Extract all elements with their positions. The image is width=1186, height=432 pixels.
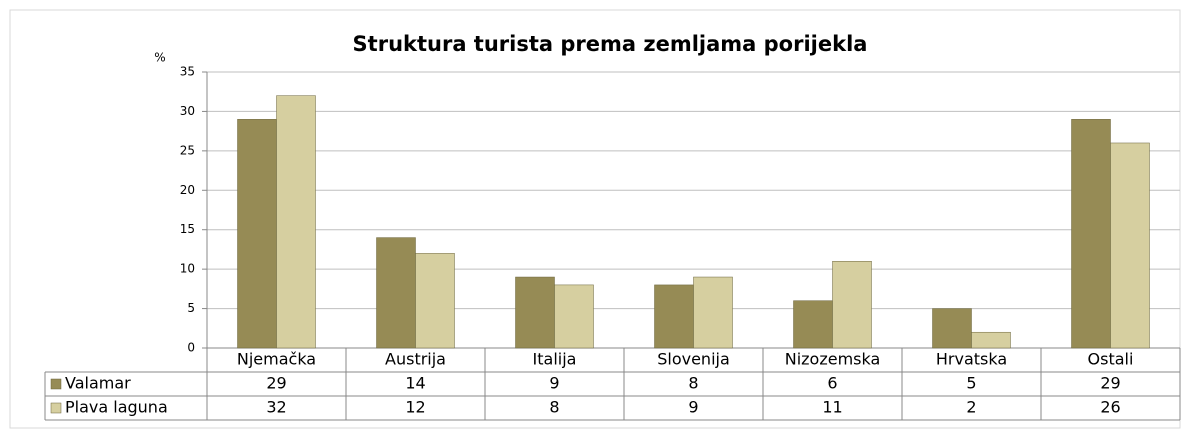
- table-value: 29: [266, 374, 286, 393]
- table-value: 32: [266, 398, 286, 417]
- x-tick-label: Italija: [533, 350, 577, 369]
- table-value: 29: [1100, 374, 1120, 393]
- y-tick-label: 5: [187, 301, 195, 315]
- bar: [554, 284, 594, 349]
- y-tick-label: 30: [180, 104, 195, 118]
- bar: [276, 95, 316, 349]
- table-value: 14: [405, 374, 425, 393]
- bar: [971, 331, 1011, 349]
- bar: [693, 276, 733, 349]
- table-value: 6: [827, 374, 837, 393]
- bar: [1071, 119, 1111, 349]
- table-value: 12: [405, 398, 425, 417]
- legend-swatch: [50, 402, 62, 414]
- bar: [237, 119, 277, 349]
- x-tick-label: Ostali: [1088, 350, 1134, 369]
- table-value: 2: [966, 398, 976, 417]
- chart-border: [9, 9, 1181, 429]
- y-tick-label: 25: [180, 143, 195, 157]
- bar: [654, 284, 694, 349]
- bar: [415, 253, 455, 349]
- legend-swatch: [50, 378, 62, 390]
- table-value: 5: [966, 374, 976, 393]
- table-value: 11: [822, 398, 842, 417]
- bar: [832, 261, 872, 349]
- table-value: 8: [549, 398, 559, 417]
- chart-title: Struktura turista prema zemljama porijek…: [353, 32, 868, 56]
- x-tick-label: Slovenija: [657, 350, 730, 369]
- x-tick-label: Austrija: [385, 350, 446, 369]
- y-tick-label: 10: [180, 262, 195, 276]
- bar: [793, 300, 833, 349]
- y-tick-label: 15: [180, 222, 195, 236]
- table-value: 9: [549, 374, 559, 393]
- y-tick-label: 35: [180, 65, 195, 79]
- legend-label: Valamar: [65, 374, 131, 393]
- bar: [932, 308, 972, 349]
- y-tick-label: 0: [187, 341, 195, 355]
- x-tick-label: Nizozemska: [785, 350, 881, 369]
- bar: [376, 237, 416, 349]
- legend-label: Plava laguna: [65, 398, 168, 417]
- y-tick-label: 20: [180, 183, 195, 197]
- x-tick-label: Hrvatska: [936, 350, 1007, 369]
- bar: [515, 276, 555, 349]
- table-value: 26: [1100, 398, 1120, 417]
- bar: [1110, 142, 1150, 349]
- table-value: 8: [688, 374, 698, 393]
- x-tick-label: Njemačka: [237, 350, 316, 369]
- y-axis-label: %: [154, 51, 165, 65]
- table-value: 9: [688, 398, 698, 417]
